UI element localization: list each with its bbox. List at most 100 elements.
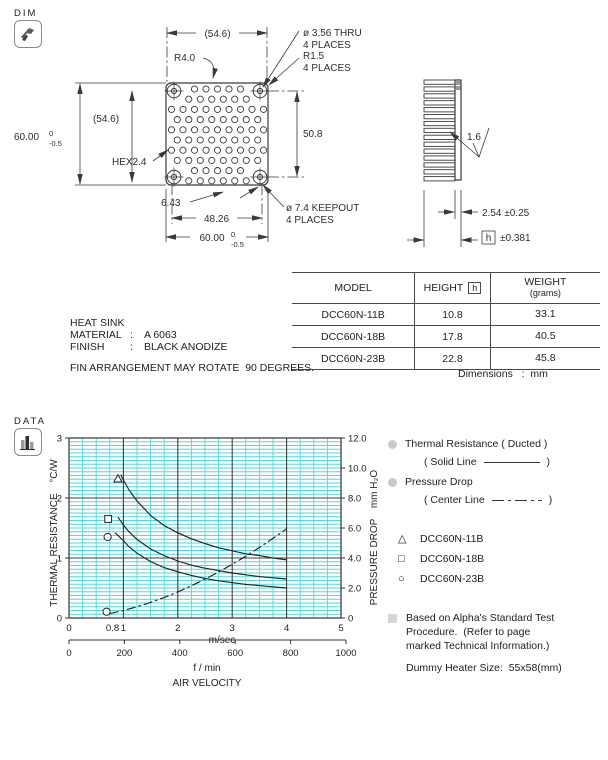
svg-text:1: 1 (57, 554, 62, 565)
x-axis-units-msec: m/sec (209, 635, 236, 646)
col-header-height: HEIGHT h (415, 273, 491, 303)
corner-mounting-holes (164, 81, 270, 187)
svg-text:5: 5 (338, 623, 343, 634)
col-header-model: MODEL (292, 273, 416, 303)
callout-corner-r15: R1.5 4 PLACES (268, 51, 351, 86)
material-value: A 6063 (144, 329, 177, 341)
callout-thru-holes: ø 3.56 THRU 4 PLACES (262, 28, 362, 88)
model-cell: DCC60N-23B (292, 348, 416, 369)
legend-pd-label: Pressure Drop (405, 476, 473, 488)
weight-header-text: WEIGHT (524, 276, 567, 288)
height-cell: 17.8 (415, 326, 491, 347)
paren: ) (546, 456, 551, 468)
bullet-icon (388, 439, 397, 449)
dim-60-left-tol-lower: -0.5 (49, 139, 62, 148)
chart-legend: Thermal Resistance ( Ducted ) ( Solid Li… (388, 438, 606, 593)
dim-60-bottom: 60.00 (199, 233, 224, 244)
svg-text:0.8: 0.8 (106, 623, 119, 634)
weight-cell: 40.5 (535, 330, 556, 342)
model-label: DCC60N-11B (420, 532, 484, 545)
square-marker-icon: □ (398, 553, 405, 565)
plot-frame (68, 437, 342, 619)
legend-model: □ DCC60N-18B (398, 553, 606, 565)
callout-643: 6.43 (161, 191, 224, 209)
triangle-marker-icon: △ (398, 533, 407, 545)
height-cell: 22.8 (415, 348, 491, 369)
surface-finish-symbol: 1.6 (449, 127, 490, 159)
callout-hex-pin: HEX2.4 (112, 149, 169, 168)
heater-size-note: Dummy Heater Size: 55x58(mm) (406, 662, 562, 674)
svg-text:0: 0 (66, 623, 71, 634)
dim-60-bottom-tol-upper: 0 (231, 230, 235, 239)
paren: ) (548, 494, 553, 506)
dim-top-width: (54.6) (166, 27, 268, 82)
weight-header-units: (grams) (529, 288, 561, 298)
height-cell: 10.8 (415, 304, 491, 325)
svg-text:4: 4 (284, 623, 289, 634)
dim-section-badge: DIM (14, 8, 54, 48)
height-header-text: HEIGHT (423, 282, 464, 294)
heat-sink-title: HEAT SINK (70, 317, 125, 329)
dim-4826-label: 48.26 (204, 214, 229, 225)
dim-643-label: 6.43 (161, 198, 181, 209)
model-table: MODEL HEIGHT h WEIGHT (grams) DCC60N-11B… (292, 272, 600, 370)
x-axis-title: AIR VELOCITY (173, 678, 242, 689)
dim-section-label: DIM (14, 8, 38, 19)
dim-overall-height: h ±0.381 (407, 230, 531, 245)
weight-cell: 45.8 (535, 352, 556, 364)
h-symbol-box: h (468, 282, 482, 294)
svg-text:0: 0 (57, 614, 62, 625)
svg-text:0: 0 (348, 614, 353, 625)
table-header-row: MODEL HEIGHT h WEIGHT (grams) (292, 272, 600, 304)
grid-major-lines (69, 438, 341, 618)
legend-model-markers: △ DCC60N-11B □ DCC60N-18B ○ DCC60N-23B (398, 532, 606, 586)
callout-keepout: ø 7.4 KEEPOUT 4 PLACES (239, 184, 359, 226)
dimension-drawing: (54.6) R4.0 ø 3.56 THRU 4 PLACES R1.5 4 … (14, 27, 531, 249)
legend-tr-label: Thermal Resistance ( Ducted ) (405, 438, 548, 450)
dim-base-thickness: 2.54 ±0.25 (423, 190, 530, 247)
grid-minor-lines (69, 438, 341, 618)
center-line-text: ( Center Line (424, 494, 485, 506)
chart-curves (102, 473, 287, 616)
dia356-places: 4 PLACES (303, 40, 351, 51)
finish-spec: FINISH : BLACK ANODIZE (70, 341, 227, 353)
legend-model: ○ DCC60N-23B (398, 573, 606, 585)
model-cell: DCC60N-18B (292, 326, 416, 347)
dim-bottom: 48.26 60.00 0 -0.5 (165, 184, 269, 249)
dia356-label: ø 3.56 THRU (303, 28, 362, 39)
dim-60-left: 60.00 (14, 132, 39, 143)
model-cell: DCC60N-11B (292, 304, 416, 325)
right-axis-units: mm H₂O (369, 470, 380, 509)
r15-places: 4 PLACES (303, 63, 351, 74)
table-row: DCC60N-18B 17.8 40.5 (292, 326, 600, 348)
table-row: DCC60N-23B 22.8 45.8 (292, 348, 600, 370)
svg-text:1000: 1000 (335, 648, 356, 659)
model-label: DCC60N-18B (420, 553, 485, 565)
caliper-icon (14, 20, 42, 48)
legend-center-line: ( Center Line ) (424, 494, 606, 506)
roughness-value: 1.6 (467, 132, 481, 143)
right-axis-title: PRESSURE DROP (369, 518, 380, 605)
test-procedure-note: Based on Alpha's Standard Test Procedure… (388, 611, 608, 675)
svg-text:3: 3 (57, 434, 62, 445)
bar-chart-icon (14, 428, 42, 456)
center-line-sample (491, 499, 542, 501)
finish-label: FINISH (70, 341, 105, 353)
model-label: DCC60N-23B (420, 573, 485, 585)
svg-text:12.0: 12.0 (348, 434, 367, 445)
x-axis-units-fmin: f / min (193, 663, 220, 674)
svg-text:4.0: 4.0 (348, 554, 361, 565)
legend-pressure-drop: Pressure Drop (388, 476, 606, 488)
svg-text:400: 400 (172, 648, 188, 659)
weight-cell: 33.1 (535, 308, 556, 320)
r15-label: R1.5 (303, 51, 325, 62)
svg-text:600: 600 (227, 648, 243, 659)
svg-text:2: 2 (175, 623, 180, 634)
solid-line-text: ( Solid Line (424, 456, 477, 468)
svg-text:200: 200 (116, 648, 132, 659)
dim-60-bottom-tol-lower: -0.5 (231, 240, 244, 249)
hex-label: HEX2.4 (112, 157, 147, 168)
svg-text:3: 3 (230, 623, 235, 634)
dim-left-height: 60.00 0 -0.5 (14, 82, 166, 186)
